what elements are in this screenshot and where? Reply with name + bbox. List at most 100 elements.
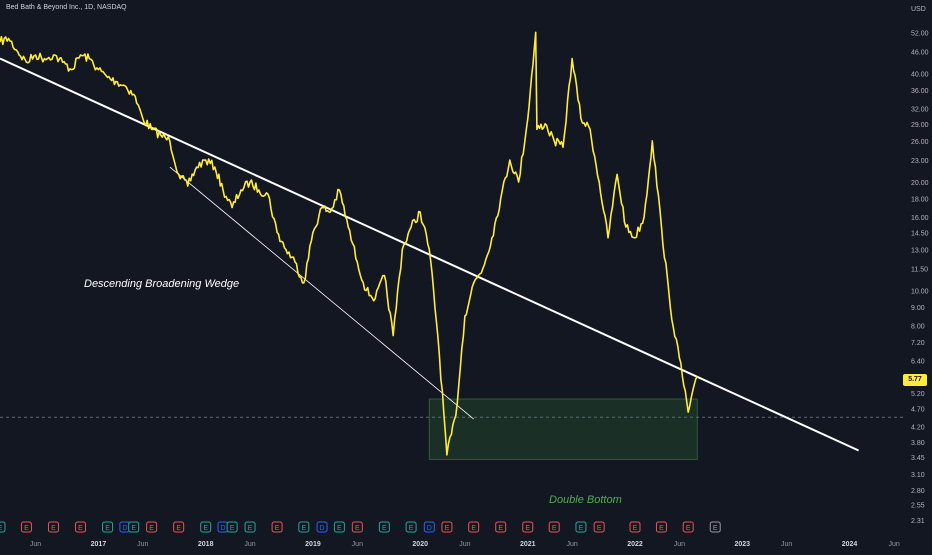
event-marker-box <box>128 521 140 533</box>
event-marker-box <box>441 521 453 533</box>
event-marker: E <box>441 521 453 533</box>
price-point <box>678 357 680 359</box>
price-point <box>392 334 394 337</box>
event-marker: E <box>548 521 560 533</box>
event-marker-label: E <box>230 525 235 532</box>
price-point <box>669 306 671 308</box>
price-point <box>419 211 421 213</box>
event-marker-label: E <box>302 525 307 532</box>
y-tick-label: 10.00 <box>911 289 929 296</box>
x-tick-label: Jun <box>137 541 148 548</box>
y-tick-label: 14.50 <box>911 230 929 237</box>
event-marker-box <box>468 521 480 533</box>
event-marker-box <box>146 521 158 533</box>
event-marker-label: E <box>24 525 29 532</box>
price-point <box>464 315 466 317</box>
event-marker: E <box>378 521 390 533</box>
price-point <box>7 37 10 40</box>
event-marker: E <box>593 521 605 533</box>
event-marker: E <box>47 521 59 533</box>
price-point <box>687 411 689 413</box>
y-tick-label: 32.00 <box>911 106 929 113</box>
y-tick-label: 6.40 <box>911 358 925 365</box>
price-point <box>455 414 457 417</box>
event-marker: E <box>0 521 6 533</box>
event-marker: D <box>316 521 328 533</box>
event-marker-label: E <box>498 525 503 532</box>
price-point <box>106 76 109 79</box>
event-marker-label: E <box>471 525 476 532</box>
event-marker: E <box>102 521 114 533</box>
event-marker-label: E <box>0 525 3 532</box>
event-marker-label: E <box>149 525 154 532</box>
event-marker-label: E <box>131 525 136 532</box>
y-tick-label: 4.20 <box>911 424 925 431</box>
price-point <box>276 231 278 233</box>
event-marker-label: D <box>320 525 325 532</box>
event-marker-box <box>351 521 363 533</box>
x-tick-label: Jun <box>781 541 792 548</box>
chart-title: Bed Bath & Beyond Inc., 1D, NASDAQ <box>6 4 127 11</box>
y-tick-label: 3.45 <box>911 455 925 462</box>
y-tick-label: 7.20 <box>911 340 925 347</box>
y-tick-label: 18.00 <box>911 197 929 204</box>
event-marker-label: E <box>552 525 557 532</box>
price-point <box>195 166 198 168</box>
event-marker: E <box>405 521 417 533</box>
price-point <box>34 54 37 56</box>
event-marker-label: E <box>633 525 638 532</box>
event-marker: E <box>128 521 140 533</box>
event-marker-box <box>548 521 560 533</box>
event-marker-label: D <box>122 525 127 532</box>
price-point <box>616 173 618 175</box>
event-marker-label: E <box>248 525 253 532</box>
event-marker-label: E <box>597 525 602 532</box>
event-marker: E <box>495 521 507 533</box>
price-point <box>205 159 207 161</box>
price-point <box>356 261 358 263</box>
event-marker-label: E <box>525 525 530 532</box>
price-point <box>267 193 269 195</box>
price-point <box>437 334 439 337</box>
price-point <box>374 297 376 300</box>
trendline-lower <box>169 166 474 420</box>
y-tick-label: 2.80 <box>911 488 925 495</box>
price-point <box>518 181 520 183</box>
y-tick-label: 9.00 <box>911 305 925 312</box>
event-marker: D <box>423 521 435 533</box>
event-marker-box <box>709 521 721 533</box>
event-marker-label: E <box>409 525 414 532</box>
x-tick-label: 2022 <box>627 541 643 548</box>
price-point <box>303 282 305 284</box>
event-marker-box <box>271 521 283 533</box>
event-marker-label: E <box>51 525 56 532</box>
y-tick-label: 5.20 <box>911 391 925 398</box>
price-point <box>214 166 216 168</box>
event-marker-box <box>423 521 435 533</box>
x-tick-label: 2020 <box>412 541 428 548</box>
event-marker-box <box>102 521 114 533</box>
price-point <box>651 140 653 142</box>
event-marker-box <box>629 521 641 533</box>
price-point <box>321 206 323 209</box>
price-point <box>17 51 19 53</box>
wedge-annotation: Descending Broadening Wedge <box>84 278 240 290</box>
price-point <box>142 117 144 120</box>
y-tick-label: 3.80 <box>911 440 925 447</box>
price-point <box>329 211 331 213</box>
event-marker: E <box>682 521 694 533</box>
y-tick-label: 52.00 <box>911 30 929 37</box>
price-point <box>338 189 340 191</box>
price-point <box>500 197 502 200</box>
price-point <box>535 31 537 34</box>
event-marker: E <box>333 521 345 533</box>
y-tick-label: 23.00 <box>911 158 929 165</box>
price-point <box>365 289 367 292</box>
event-marker: E <box>226 521 238 533</box>
event-marker-label: E <box>105 525 110 532</box>
event-marker-box <box>226 521 238 533</box>
y-tick-label: 20.00 <box>911 180 929 187</box>
event-marker-box <box>173 521 185 533</box>
